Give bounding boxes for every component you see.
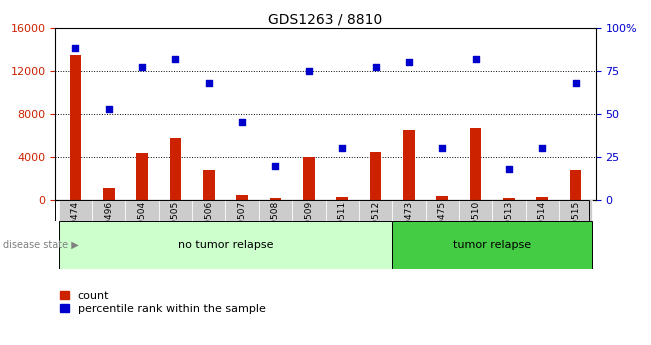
Point: [537, 146, 547, 151]
Legend: count, percentile rank within the sample: count, percentile rank within the sample: [55, 286, 270, 318]
Point: [270, 163, 281, 168]
Bar: [136, 152, 148, 200]
Text: disease state ▶: disease state ▶: [3, 240, 79, 250]
Text: no tumor relapse: no tumor relapse: [178, 240, 273, 250]
Bar: [236, 195, 248, 200]
Bar: [169, 138, 181, 200]
Point: [404, 59, 414, 65]
Bar: [103, 188, 115, 200]
Bar: [392, 200, 426, 221]
Bar: [392, 221, 592, 269]
Bar: [59, 221, 392, 269]
Text: GSM50504: GSM50504: [137, 201, 146, 250]
Bar: [259, 200, 292, 221]
Bar: [159, 200, 192, 221]
Text: GSM50506: GSM50506: [204, 201, 214, 250]
Text: GSM50510: GSM50510: [471, 201, 480, 250]
Text: GSM50473: GSM50473: [404, 201, 413, 250]
Bar: [492, 200, 525, 221]
Text: GSM50507: GSM50507: [238, 201, 247, 250]
Bar: [525, 200, 559, 221]
Point: [504, 166, 514, 172]
Text: GSM50496: GSM50496: [104, 201, 113, 250]
Bar: [503, 198, 515, 200]
Text: GSM50514: GSM50514: [538, 201, 547, 250]
Text: GSM50515: GSM50515: [571, 201, 580, 250]
Bar: [359, 200, 392, 221]
Text: GSM50505: GSM50505: [171, 201, 180, 250]
Point: [170, 56, 180, 61]
Text: GSM50474: GSM50474: [71, 201, 80, 250]
Bar: [270, 198, 281, 200]
Text: GSM50513: GSM50513: [505, 201, 514, 250]
Bar: [192, 200, 225, 221]
Bar: [337, 197, 348, 200]
Bar: [225, 200, 259, 221]
Point: [137, 65, 147, 70]
Bar: [203, 170, 215, 200]
Point: [204, 80, 214, 86]
Bar: [426, 200, 459, 221]
Text: GSM50511: GSM50511: [338, 201, 347, 250]
Text: GSM50509: GSM50509: [304, 201, 313, 250]
Point: [70, 46, 81, 51]
Bar: [126, 200, 159, 221]
Point: [237, 120, 247, 125]
Bar: [292, 200, 326, 221]
Bar: [536, 197, 548, 200]
Bar: [459, 200, 492, 221]
Text: GSM50512: GSM50512: [371, 201, 380, 250]
Point: [570, 80, 581, 86]
Bar: [303, 157, 314, 200]
Text: tumor relapse: tumor relapse: [453, 240, 531, 250]
Point: [104, 106, 114, 111]
Bar: [326, 200, 359, 221]
Bar: [92, 200, 126, 221]
Point: [303, 68, 314, 73]
Point: [471, 56, 481, 61]
Bar: [370, 151, 381, 200]
Point: [370, 65, 381, 70]
Bar: [70, 55, 81, 200]
Bar: [570, 170, 581, 200]
Title: GDS1263 / 8810: GDS1263 / 8810: [268, 12, 383, 27]
Bar: [470, 128, 482, 200]
Bar: [559, 200, 592, 221]
Bar: [59, 200, 92, 221]
Bar: [436, 196, 448, 200]
Text: GSM50475: GSM50475: [437, 201, 447, 250]
Bar: [403, 130, 415, 200]
Point: [437, 146, 447, 151]
Point: [337, 146, 348, 151]
Text: GSM50508: GSM50508: [271, 201, 280, 250]
